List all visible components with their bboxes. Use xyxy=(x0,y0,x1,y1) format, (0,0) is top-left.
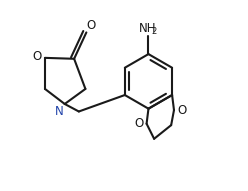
Text: N: N xyxy=(55,105,63,118)
Text: NH: NH xyxy=(139,22,156,35)
Text: 2: 2 xyxy=(151,27,156,36)
Text: O: O xyxy=(87,19,96,32)
Text: O: O xyxy=(177,104,187,117)
Text: O: O xyxy=(134,117,143,130)
Text: O: O xyxy=(32,50,42,63)
